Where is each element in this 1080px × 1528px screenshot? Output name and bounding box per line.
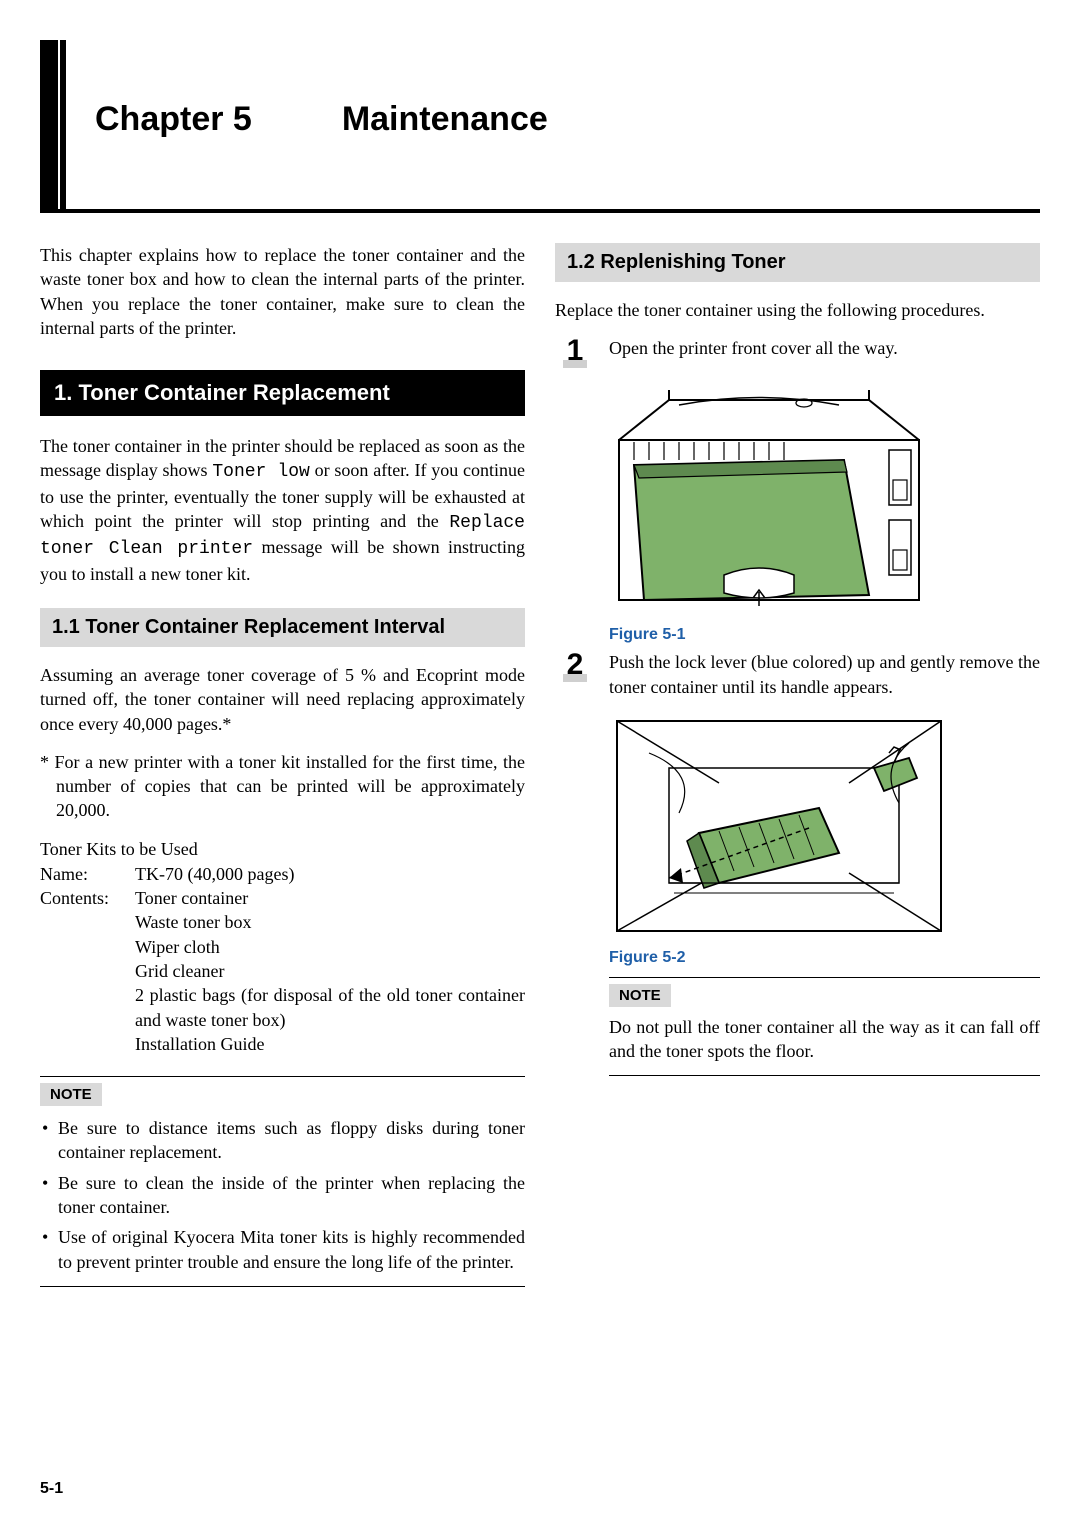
intro-paragraph: This chapter explains how to replace the… bbox=[40, 243, 525, 340]
chapter-title: Chapter 5 Maintenance bbox=[95, 100, 1040, 139]
note-item: Be sure to clean the inside of the print… bbox=[40, 1171, 525, 1220]
section-heading-1: 1. Toner Container Replacement bbox=[40, 370, 525, 416]
kit-name-label: Name: bbox=[40, 862, 135, 886]
page-number: 5-1 bbox=[40, 1480, 63, 1498]
kit-contents-0: Toner container bbox=[135, 886, 248, 910]
right-column: 1.2 Replenishing Toner Replace the toner… bbox=[555, 243, 1040, 1287]
figure-5-2: Figure 5-2 bbox=[609, 713, 1040, 967]
kit-contents-row: Contents: Toner container bbox=[40, 886, 525, 910]
step-1: 1 Open the printer front cover all the w… bbox=[555, 336, 1040, 366]
step-2: 2 Push the lock lever (blue colored) up … bbox=[555, 650, 1040, 699]
section1-body: The toner container in the printer shoul… bbox=[40, 434, 525, 586]
kit-contents-label: Contents: bbox=[40, 886, 135, 910]
section-heading-1-2: 1.2 Replenishing Toner bbox=[555, 243, 1040, 282]
figure-5-1-svg bbox=[609, 380, 949, 620]
section11-body: Assuming an average toner coverage of 5 … bbox=[40, 663, 525, 736]
kit-title: Toner Kits to be Used bbox=[40, 839, 525, 860]
section-heading-1-1: 1.1 Toner Container Replacement Interval bbox=[40, 608, 525, 647]
note-label-right: NOTE bbox=[609, 984, 671, 1007]
step-2-number: 2 bbox=[555, 650, 595, 699]
step-1-number: 1 bbox=[555, 336, 595, 366]
note-text-right: Do not pull the toner container all the … bbox=[609, 1015, 1040, 1064]
figure-5-1-caption: Figure 5-1 bbox=[609, 626, 1040, 644]
kit-contents-3: Grid cleaner bbox=[40, 959, 525, 983]
kit-name-value: TK-70 (40,000 pages) bbox=[135, 862, 294, 886]
kit-contents-2: Wiper cloth bbox=[40, 935, 525, 959]
note-label: NOTE bbox=[40, 1083, 102, 1106]
content-columns: This chapter explains how to replace the… bbox=[40, 243, 1040, 1287]
note-rule-top bbox=[40, 1076, 525, 1077]
kit-name-row: Name: TK-70 (40,000 pages) bbox=[40, 862, 525, 886]
chapter-name: Maintenance bbox=[342, 100, 548, 138]
section12-intro: Replace the toner container using the fo… bbox=[555, 298, 1040, 322]
figure-5-2-caption: Figure 5-2 bbox=[609, 949, 1040, 967]
note-rule-bottom-right bbox=[609, 1075, 1040, 1076]
note-rule-bottom bbox=[40, 1286, 525, 1287]
kit-contents-5: Installation Guide bbox=[40, 1032, 525, 1056]
note-rule-top-right bbox=[609, 977, 1040, 978]
note-item: Use of original Kyocera Mita toner kits … bbox=[40, 1225, 525, 1274]
note-item: Be sure to distance items such as floppy… bbox=[40, 1116, 525, 1165]
kit-contents-4: 2 plastic bags (for disposal of the old … bbox=[40, 983, 525, 1032]
figure-5-2-svg bbox=[609, 713, 949, 943]
step-2-text: Push the lock lever (blue colored) up an… bbox=[609, 650, 1040, 699]
notes-list: Be sure to distance items such as floppy… bbox=[40, 1116, 525, 1274]
chapter-header: Chapter 5 Maintenance bbox=[40, 40, 1040, 213]
left-column: This chapter explains how to replace the… bbox=[40, 243, 525, 1287]
kit-contents-1: Waste toner box bbox=[40, 910, 525, 934]
step-1-text: Open the printer front cover all the way… bbox=[609, 336, 1040, 366]
note-block-right: NOTE Do not pull the toner container all… bbox=[609, 977, 1040, 1077]
toner-kit-block: Toner Kits to be Used Name: TK-70 (40,00… bbox=[40, 839, 525, 1056]
figure-5-1: Figure 5-1 bbox=[609, 380, 1040, 644]
section11-footnote: * For a new printer with a toner kit ins… bbox=[40, 750, 525, 823]
chapter-number: Chapter 5 bbox=[95, 100, 252, 138]
